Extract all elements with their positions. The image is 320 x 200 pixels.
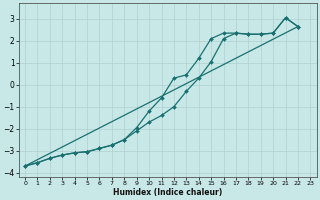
X-axis label: Humidex (Indice chaleur): Humidex (Indice chaleur) — [113, 188, 222, 197]
